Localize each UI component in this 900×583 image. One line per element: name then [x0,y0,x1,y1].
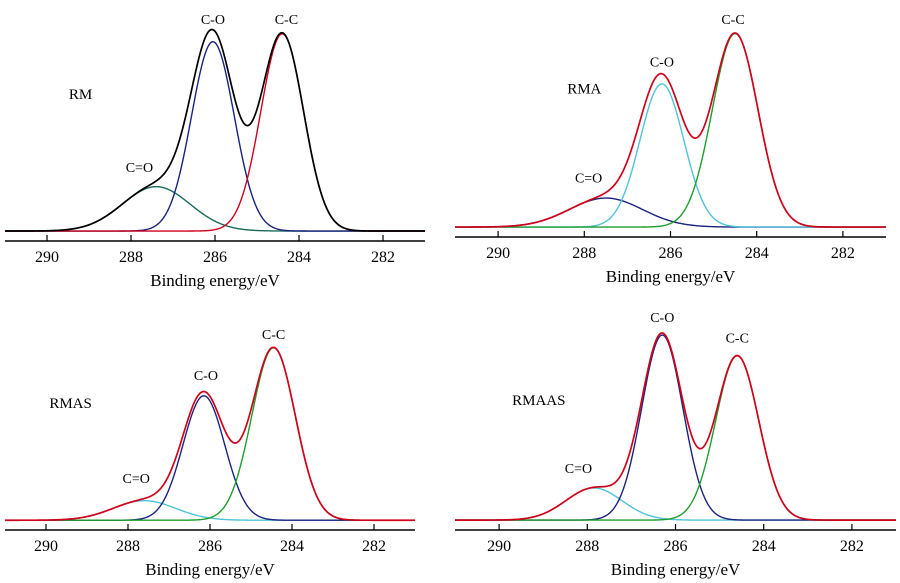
x-axis-title: Binding energy/eV [606,267,736,286]
sample-label: RMAS [49,396,92,412]
peak-label: C-C [721,13,744,28]
peak-ceqo-curve [455,197,886,228]
peak-c-o-curve [5,395,415,521]
sample-label: RM [69,87,92,103]
x-axis-title: Binding energy/eV [150,271,280,290]
peak-label: C=O [565,462,592,477]
x-tick-label: 288 [575,538,599,555]
panel-rmaas: 290 288 286 284 282 Binding energy/eV C-O C-C C=… [455,311,896,579]
envelope-curve [5,28,425,232]
x-tick-label: 284 [745,245,769,262]
peak-label: C-O [194,369,218,384]
peak-label: C-O [201,13,225,28]
x-tick-label: 286 [659,245,683,262]
envelope-curve [455,332,896,521]
x-tick-label: 290 [35,249,59,266]
x-tick-label: 282 [362,538,386,555]
panel-rma: 290 288 286 284 282 Binding energy/eV C-O C-C C=… [455,13,886,286]
peak-label: C-C [726,332,749,347]
envelope-curve [5,346,415,522]
peak-label: C-C [275,13,298,28]
x-tick-label: 286 [203,249,227,266]
peak-label: C=O [126,161,153,176]
peak-c-o-curve [5,40,425,232]
x-tick-label: 286 [198,538,222,555]
x-tick-label: 288 [572,245,596,262]
peak-c-c-curve [5,33,425,232]
x-tick-label: 290 [486,245,510,262]
x-tick-label: 282 [371,249,395,266]
peak-c-c-curve [455,355,896,521]
x-tick-label: 284 [287,249,311,266]
x-tick-label: 286 [664,538,688,555]
x-tick-label: 288 [116,538,140,555]
sample-label: RMA [567,82,601,98]
sample-label: RMAAS [512,393,565,409]
x-axis-title: Binding energy/eV [611,560,741,579]
x-tick-label: 290 [34,538,58,555]
peak-label: C-O [650,55,674,70]
x-tick-label: 284 [280,538,304,555]
x-tick-label: 288 [119,249,143,266]
panel-rmas: 290 288 286 284 282 Binding energy/eV C-O C-C C=… [5,328,415,579]
peak-ceqo-curve [5,185,425,232]
x-tick-label: 282 [840,538,864,555]
envelope-curve [455,32,886,228]
peak-label: C-C [262,328,285,343]
peak-ceqo-curve [455,487,896,521]
peak-c-o-curve [455,83,886,228]
x-tick-label: 284 [752,538,776,555]
peak-label: C=O [123,472,150,487]
x-tick-label: 282 [831,245,855,262]
panel-rm: 290 288 286 284 282 Binding energy/eV C-O C-C C=… [5,13,425,290]
peak-label: C=O [575,172,602,187]
x-tick-label: 290 [487,538,511,555]
peak-label: C-O [650,311,674,326]
x-axis-title: Binding energy/eV [145,560,275,579]
